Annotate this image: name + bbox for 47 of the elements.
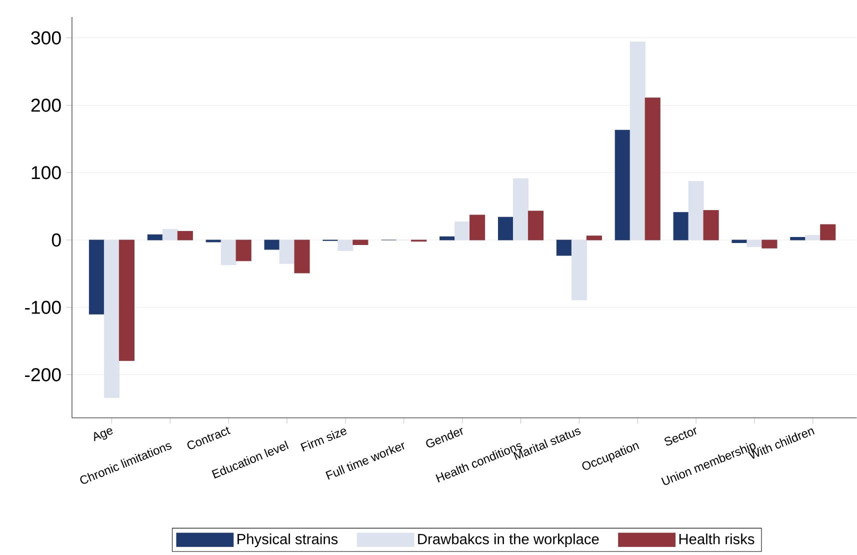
y-tick-label: 0 (52, 233, 61, 247)
bar (264, 240, 280, 250)
bar (104, 240, 120, 398)
bar (498, 216, 514, 240)
bar (338, 240, 354, 252)
y-tick-label: -200 (25, 368, 61, 382)
legend-label: Drawbakcs in the workplace (418, 534, 599, 548)
bar (470, 214, 486, 240)
y-tick-label: 200 (31, 98, 61, 112)
x-tick-label: Gender (426, 428, 463, 448)
bar (556, 240, 572, 256)
bar (147, 234, 163, 240)
bar (703, 210, 719, 240)
bar (746, 240, 762, 248)
bar (440, 236, 456, 240)
bar (236, 240, 252, 262)
bar (206, 240, 222, 242)
y-tick-label: -100 (25, 300, 61, 314)
y-tick-label: 100 (32, 166, 61, 180)
bar (162, 229, 178, 240)
legend-label: Health risks (679, 534, 754, 544)
bar (220, 240, 236, 266)
bar (586, 236, 602, 240)
bar (820, 224, 836, 240)
bar (790, 237, 806, 240)
bar (512, 178, 529, 240)
bar (688, 181, 704, 240)
bar (732, 240, 748, 244)
bar (528, 210, 544, 240)
y-tick-label: 300 (31, 31, 61, 45)
bar (805, 235, 821, 240)
legend-label: Physical strains (238, 534, 338, 548)
bar (614, 130, 630, 240)
bar (352, 240, 368, 246)
bar (294, 240, 310, 274)
bar (762, 240, 778, 248)
bar (644, 98, 660, 240)
bar (177, 231, 193, 240)
x-tick-label: Age (94, 428, 113, 442)
bar (571, 240, 587, 300)
bar (88, 240, 104, 314)
x-tick-label: Sector (664, 428, 696, 446)
bar (118, 240, 134, 361)
bar (454, 222, 470, 240)
bar (630, 42, 646, 240)
bar (279, 240, 295, 264)
bar (673, 212, 689, 240)
